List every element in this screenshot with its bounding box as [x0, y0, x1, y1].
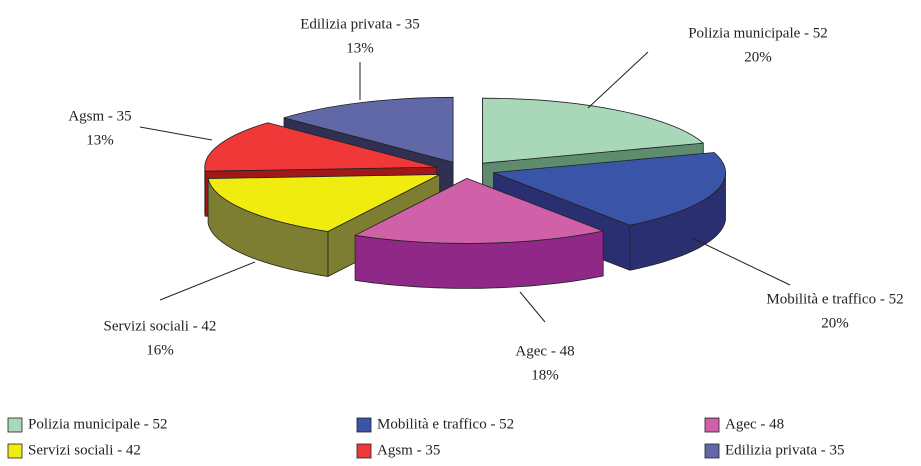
legend-swatch — [704, 417, 720, 433]
legend-swatch — [7, 443, 23, 459]
slice — [204, 122, 438, 172]
legend-swatch — [356, 417, 372, 433]
legend-swatch — [356, 443, 372, 459]
legend-label: Agec - 48 — [725, 416, 784, 432]
data-label-name: Servizi sociali - 42 — [104, 318, 217, 334]
leader-line — [587, 51, 649, 109]
leader-line — [519, 291, 546, 323]
legend-label: Polizia municipale - 52 — [28, 416, 168, 432]
slice — [207, 174, 441, 232]
leader-line — [159, 261, 256, 301]
slice — [482, 97, 704, 164]
data-label: 20% — [821, 315, 849, 331]
data-label: 13% — [346, 40, 374, 56]
legend-label: Servizi sociali - 42 — [28, 442, 141, 458]
slice — [354, 177, 604, 244]
data-label-name: Edilizia privata - 35 — [300, 16, 420, 32]
pie — [204, 96, 726, 289]
leader-line — [139, 126, 213, 141]
legend-label: Edilizia privata - 35 — [725, 442, 845, 458]
slice — [493, 152, 726, 226]
data-label: 20% — [744, 49, 772, 65]
leader-line — [691, 237, 791, 286]
data-label-name: Agec - 48 — [515, 343, 574, 359]
slice — [283, 96, 454, 163]
data-label-name: Polizia municipale - 52 — [688, 25, 828, 41]
legend-label: Agsm - 35 — [377, 442, 440, 458]
data-label: 13% — [86, 132, 114, 148]
data-label: 16% — [146, 342, 174, 358]
data-label-name: Mobilità e traffico - 52 — [766, 291, 903, 307]
legend-label: Mobilità e traffico - 52 — [377, 416, 514, 432]
legend-swatch — [704, 443, 720, 459]
legend-swatch — [7, 417, 23, 433]
data-label: 18% — [531, 367, 559, 383]
data-label-name: Agsm - 35 — [68, 108, 131, 124]
